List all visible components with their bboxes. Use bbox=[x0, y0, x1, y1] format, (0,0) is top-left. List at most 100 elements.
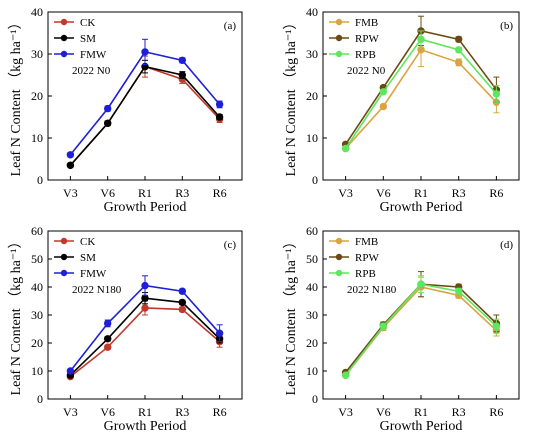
data-point bbox=[417, 280, 425, 288]
legend-label: RPW bbox=[355, 252, 379, 264]
chart-panel-4: 0 10 20 30 40 50 60 V3 V6 R1 R3 R6 Growth Period Leaf… bbox=[283, 224, 520, 434]
y-tick-label: 10 bbox=[306, 364, 318, 378]
data-point bbox=[66, 151, 75, 159]
y-tick-label: 20 bbox=[306, 336, 318, 350]
data-point bbox=[178, 305, 187, 314]
series-line bbox=[344, 283, 497, 376]
data-point bbox=[141, 281, 149, 290]
series-line bbox=[344, 286, 497, 376]
legend-marker bbox=[335, 50, 343, 58]
x-axis-title: Growth Period bbox=[104, 200, 187, 215]
legend-marker bbox=[335, 253, 343, 261]
series-FMW bbox=[66, 275, 224, 375]
y-tick-label: 50 bbox=[306, 252, 318, 266]
y-tick-label: 10 bbox=[31, 131, 43, 145]
y-tick-label: 30 bbox=[31, 308, 43, 322]
y-tick-label: 10 bbox=[31, 364, 43, 378]
legend-label: SM bbox=[80, 33, 96, 45]
series-RPB bbox=[341, 30, 501, 153]
x-axis-title: Growth Period bbox=[380, 200, 463, 215]
panel-annotation: 2022 N0 bbox=[72, 65, 111, 77]
chart-panel-1: 0 10 20 30 40 V3 V6 R1 R3 R6 Growth Period Leaf N C… bbox=[8, 5, 243, 215]
y-tick-label: 10 bbox=[306, 131, 318, 145]
x-tick-label: V6 bbox=[100, 405, 115, 419]
y-tick-label: 60 bbox=[306, 224, 318, 238]
data-point bbox=[103, 119, 112, 128]
panel-label: (d) bbox=[500, 239, 513, 251]
legend-label: RPB bbox=[355, 268, 376, 280]
x-tick-label: R1 bbox=[138, 405, 152, 419]
x-tick-label: R6 bbox=[213, 405, 227, 419]
y-tick-label: 40 bbox=[306, 5, 318, 19]
series-CK bbox=[66, 300, 224, 381]
series-line bbox=[69, 65, 221, 166]
legend-marker bbox=[60, 253, 68, 261]
data-point bbox=[454, 35, 463, 43]
legend-label: SM bbox=[80, 252, 96, 264]
x-tick-label: R1 bbox=[414, 186, 428, 200]
data-point bbox=[454, 58, 463, 67]
panel-label: (a) bbox=[224, 20, 237, 32]
data-point bbox=[103, 319, 112, 328]
data-point bbox=[379, 102, 388, 111]
x-tick-label: V3 bbox=[63, 186, 78, 200]
x-axis-title: Growth Period bbox=[380, 419, 463, 434]
legend-marker bbox=[335, 269, 343, 277]
data-point bbox=[454, 287, 463, 295]
data-point bbox=[379, 88, 388, 96]
data-point bbox=[215, 100, 224, 109]
data-point bbox=[178, 56, 187, 64]
legend-label: FMW bbox=[80, 268, 107, 280]
x-tick-label: V3 bbox=[63, 405, 78, 419]
data-point bbox=[341, 371, 350, 379]
x-tick-label: V6 bbox=[100, 186, 115, 200]
data-point bbox=[103, 104, 112, 113]
data-point bbox=[141, 294, 149, 302]
x-tick-label: R3 bbox=[175, 405, 189, 419]
data-point bbox=[141, 304, 149, 312]
y-tick-label: 30 bbox=[31, 47, 43, 61]
y-tick-label: 30 bbox=[306, 308, 318, 322]
legend-marker bbox=[335, 18, 343, 26]
legend-marker bbox=[60, 269, 68, 277]
legend-marker bbox=[60, 50, 68, 58]
data-point bbox=[178, 298, 187, 307]
y-tick-label: 20 bbox=[306, 89, 318, 103]
data-point bbox=[103, 335, 112, 343]
data-point bbox=[379, 322, 388, 330]
legend-label: CK bbox=[80, 236, 95, 248]
data-point bbox=[215, 113, 224, 121]
y-tick-label: 0 bbox=[37, 392, 43, 406]
series-FMW bbox=[66, 38, 224, 159]
y-tick-label: 40 bbox=[31, 5, 43, 19]
data-point bbox=[341, 144, 350, 153]
y-axis-title: Leaf N Content （kg ha⁻¹） bbox=[8, 235, 24, 396]
y-tick-label: 20 bbox=[31, 336, 43, 350]
panel-annotation: 2022 N180 bbox=[72, 284, 122, 296]
data-point bbox=[66, 161, 75, 170]
y-tick-label: 40 bbox=[306, 280, 318, 294]
x-tick-label: R3 bbox=[452, 186, 466, 200]
data-point bbox=[215, 329, 224, 337]
legend-label: FMB bbox=[355, 17, 378, 29]
y-tick-label: 0 bbox=[312, 392, 318, 406]
data-point bbox=[66, 367, 75, 375]
x-tick-label: R3 bbox=[175, 186, 189, 200]
x-tick-label: R6 bbox=[213, 186, 227, 200]
chart-panel-3: 0 10 20 30 40 50 60 V3 V6 R1 R3 R6 Growth Period Leaf… bbox=[8, 224, 243, 434]
legend-label: CK bbox=[80, 17, 95, 29]
x-tick-label: V3 bbox=[338, 186, 353, 200]
y-tick-label: 0 bbox=[37, 173, 43, 187]
y-axis-title: Leaf N Content （kg ha⁻¹） bbox=[283, 235, 299, 396]
data-point bbox=[178, 71, 187, 79]
panel-label: (c) bbox=[224, 239, 237, 251]
y-axis-title: Leaf N Content （kg ha⁻¹） bbox=[283, 16, 299, 177]
x-tick-label: R1 bbox=[138, 186, 152, 200]
data-point bbox=[492, 90, 501, 98]
series-line bbox=[344, 283, 497, 373]
data-point bbox=[417, 35, 425, 43]
x-tick-label: R6 bbox=[489, 405, 503, 419]
x-axis-title: Growth Period bbox=[104, 419, 187, 434]
x-tick-label: V3 bbox=[338, 405, 353, 419]
y-tick-label: 60 bbox=[31, 224, 43, 238]
